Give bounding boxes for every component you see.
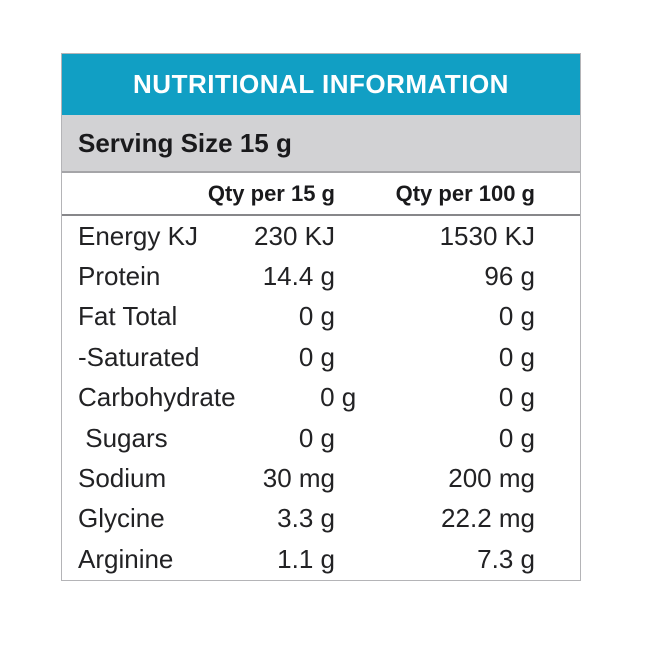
row-label: Sugars <box>78 422 168 453</box>
row-qty-100g: 96 g <box>484 261 535 292</box>
table-header-row: Qty per 15 g Qty per 100 g <box>62 173 580 216</box>
row-label: Arginine <box>78 543 174 574</box>
row-label: Glycine <box>78 503 165 534</box>
row-qty-100g: 0 g <box>498 382 535 413</box>
row-label: -Saturated <box>78 341 200 372</box>
col-header-qty-per-100g: Qty per 100 g <box>395 180 535 206</box>
nutrition-panel: NUTRITIONAL INFORMATION Serving Size 15 … <box>61 53 581 581</box>
row-qty-100g: 200 mg <box>448 463 535 494</box>
row-qty-15g: 3.3 g <box>277 503 335 534</box>
serving-size-label: Serving Size 15 g <box>78 127 292 158</box>
row-qty-15g: 0 g <box>298 422 335 453</box>
row-qty-15g: 230 KJ <box>254 220 335 251</box>
row-qty-100g: 0 g <box>498 422 535 453</box>
table-row-fat-total: Fat Total 0 g 0 g <box>62 297 580 337</box>
row-qty-15g: 0 g <box>298 301 335 332</box>
table-row-energy: Energy KJ 230 KJ 1530 KJ <box>62 216 580 256</box>
row-qty-15g: 0 g <box>320 382 357 413</box>
nutrition-table-body: Energy KJ 230 KJ 1530 KJ Protein 14.4 g … <box>62 216 580 580</box>
table-row-glycine: Glycine 3.3 g 22.2 mg <box>62 499 580 539</box>
row-qty-100g: 22.2 mg <box>441 503 535 534</box>
row-qty-15g: 0 g <box>298 341 335 372</box>
row-qty-100g: 0 g <box>498 341 535 372</box>
table-row-arginine: Arginine 1.1 g 7.3 g <box>62 539 580 579</box>
row-label: Sodium <box>78 463 167 494</box>
row-qty-100g: 7.3 g <box>477 543 535 574</box>
table-row-sodium: Sodium 30 mg 200 mg <box>62 458 580 498</box>
row-qty-15g: 1.1 g <box>277 543 335 574</box>
row-qty-100g: 0 g <box>498 301 535 332</box>
col-header-qty-per-15g: Qty per 15 g <box>207 180 335 206</box>
row-label: Protein <box>78 261 161 292</box>
table-row-sugars: Sugars 0 g 0 g <box>62 418 580 458</box>
table-row-carbohydrate: Carbohydrate 0 g 0 g <box>62 378 580 418</box>
row-label: Energy KJ <box>78 220 198 251</box>
row-qty-15g: 30 mg <box>262 463 335 494</box>
panel-title: NUTRITIONAL INFORMATION <box>133 69 509 99</box>
row-label: Carbohydrate <box>78 382 236 413</box>
serving-size-bar: Serving Size 15 g <box>62 115 580 173</box>
row-qty-100g: 1530 KJ <box>439 220 535 251</box>
title-bar: NUTRITIONAL INFORMATION <box>62 54 580 115</box>
table-row-saturated: -Saturated 0 g 0 g <box>62 337 580 377</box>
row-label: Fat Total <box>78 301 178 332</box>
table-row-protein: Protein 14.4 g 96 g <box>62 256 580 296</box>
row-qty-15g: 14.4 g <box>262 261 335 292</box>
